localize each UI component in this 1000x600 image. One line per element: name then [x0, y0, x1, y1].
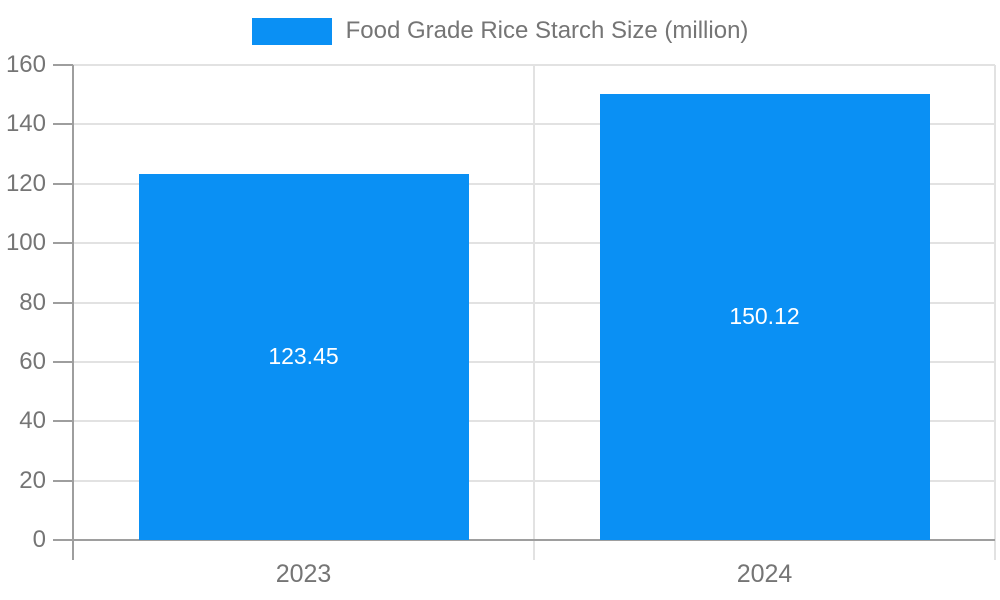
y-axis-label: 0 [32, 526, 46, 553]
gridline-vertical [994, 65, 996, 560]
y-axis-label: 160 [5, 51, 46, 78]
y-axis-tick [53, 182, 73, 185]
y-axis-label: 80 [19, 288, 46, 316]
y-axis-tick [53, 301, 73, 304]
y-axis-label: 100 [5, 229, 46, 257]
y-axis-tick [53, 123, 73, 126]
legend-label: Food Grade Rice Starch Size (million) [345, 17, 749, 44]
bar-value-label: 150.12 [729, 303, 800, 330]
gridline-vertical [533, 65, 535, 560]
y-axis-label: 120 [5, 169, 46, 197]
y-axis-label: 140 [5, 110, 46, 138]
y-axis-tick [53, 360, 73, 363]
x-axis-line [53, 539, 995, 541]
y-axis-label: 20 [19, 466, 46, 494]
y-axis-label: 60 [19, 347, 46, 375]
legend-swatch-icon [251, 17, 332, 45]
x-axis-label: 2024 [736, 560, 793, 588]
x-axis-label: 2023 [275, 560, 332, 588]
y-axis-tick [53, 242, 73, 245]
bar-value-label: 123.45 [268, 342, 339, 369]
y-axis-label: 40 [19, 407, 46, 435]
y-axis-line [72, 65, 74, 560]
legend[interactable]: Food Grade Rice Starch Size (million) [0, 17, 1000, 45]
bar-2024[interactable] [599, 94, 930, 540]
bar-2023[interactable] [138, 173, 469, 540]
y-axis-tick [53, 64, 73, 66]
y-axis-tick [53, 420, 73, 423]
y-axis-tick [53, 479, 73, 482]
